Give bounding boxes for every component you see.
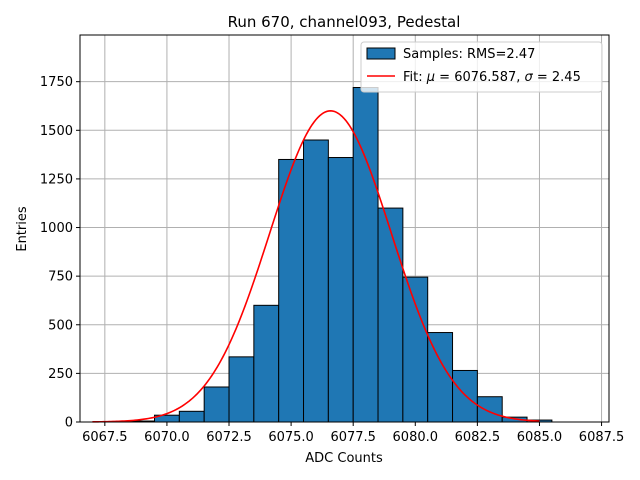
y-axis-ticks: 0 250 500 750 1000 1250 1500 1750	[40, 75, 80, 431]
y-tick-label: 750	[48, 270, 73, 285]
y-tick-label: 250	[48, 367, 73, 382]
histogram-bar	[402, 276, 429, 423]
legend-fit-label: Fit: μ = 6076.587, σ = 2.45	[403, 70, 581, 85]
legend-fit-prefix: Fit:	[403, 70, 427, 85]
x-axis-label: ADC Counts	[305, 451, 383, 466]
legend: Samples: RMS=2.47 Fit: μ = 6076.587, σ =…	[360, 41, 603, 93]
histogram-bar	[476, 396, 503, 423]
histogram-bar	[228, 356, 255, 423]
legend-box	[360, 41, 603, 93]
histogram-bar	[278, 158, 305, 423]
legend-fit-mid: = 6076.587,	[435, 70, 524, 85]
histogram-bar	[352, 87, 379, 423]
x-tick-label: 6077.5	[330, 430, 376, 445]
y-axis-label: Entries	[15, 206, 30, 252]
x-tick-label: 6067.5	[82, 430, 128, 445]
histogram-bar	[203, 386, 230, 423]
y-tick-label: 1250	[40, 172, 73, 187]
legend-samples-swatch	[366, 47, 396, 60]
y-tick-label: 1750	[40, 75, 73, 90]
x-tick-label: 6087.5	[579, 430, 625, 445]
legend-samples-label: Samples: RMS=2.47	[403, 47, 535, 62]
x-axis-ticks: 6067.5 6070.0 6072.5 6075.0 6077.5 6080.0 6082…	[82, 422, 624, 445]
legend-fit-suffix: = 2.45	[533, 70, 581, 85]
y-tick-label: 500	[48, 318, 73, 333]
histogram-bar	[327, 157, 354, 423]
x-tick-label: 6082.5	[455, 430, 501, 445]
x-tick-label: 6070.0	[144, 430, 190, 445]
y-tick-label: 1000	[40, 221, 73, 236]
histogram-bar	[253, 304, 280, 423]
y-tick-label: 1500	[40, 124, 73, 139]
histogram-bar	[303, 139, 329, 423]
histogram-bar	[377, 207, 404, 423]
histogram-bar	[178, 410, 205, 423]
gaussian-fit-curve	[92, 110, 540, 423]
legend-mu-symbol: μ	[426, 70, 435, 85]
x-tick-label: 6080.0	[393, 430, 439, 445]
histogram-bar	[452, 369, 478, 423]
plot-area-frame	[79, 34, 610, 423]
legend-sigma-symbol: σ	[525, 70, 534, 85]
histogram-bar	[427, 332, 454, 423]
x-tick-label: 6085.0	[517, 430, 563, 445]
chart-title: Run 670, channel093, Pedestal	[228, 13, 461, 31]
y-tick-label: 0	[65, 416, 73, 431]
x-tick-label: 6072.5	[206, 430, 252, 445]
histogram-bars	[129, 87, 553, 423]
x-tick-label: 6075.0	[268, 430, 314, 445]
